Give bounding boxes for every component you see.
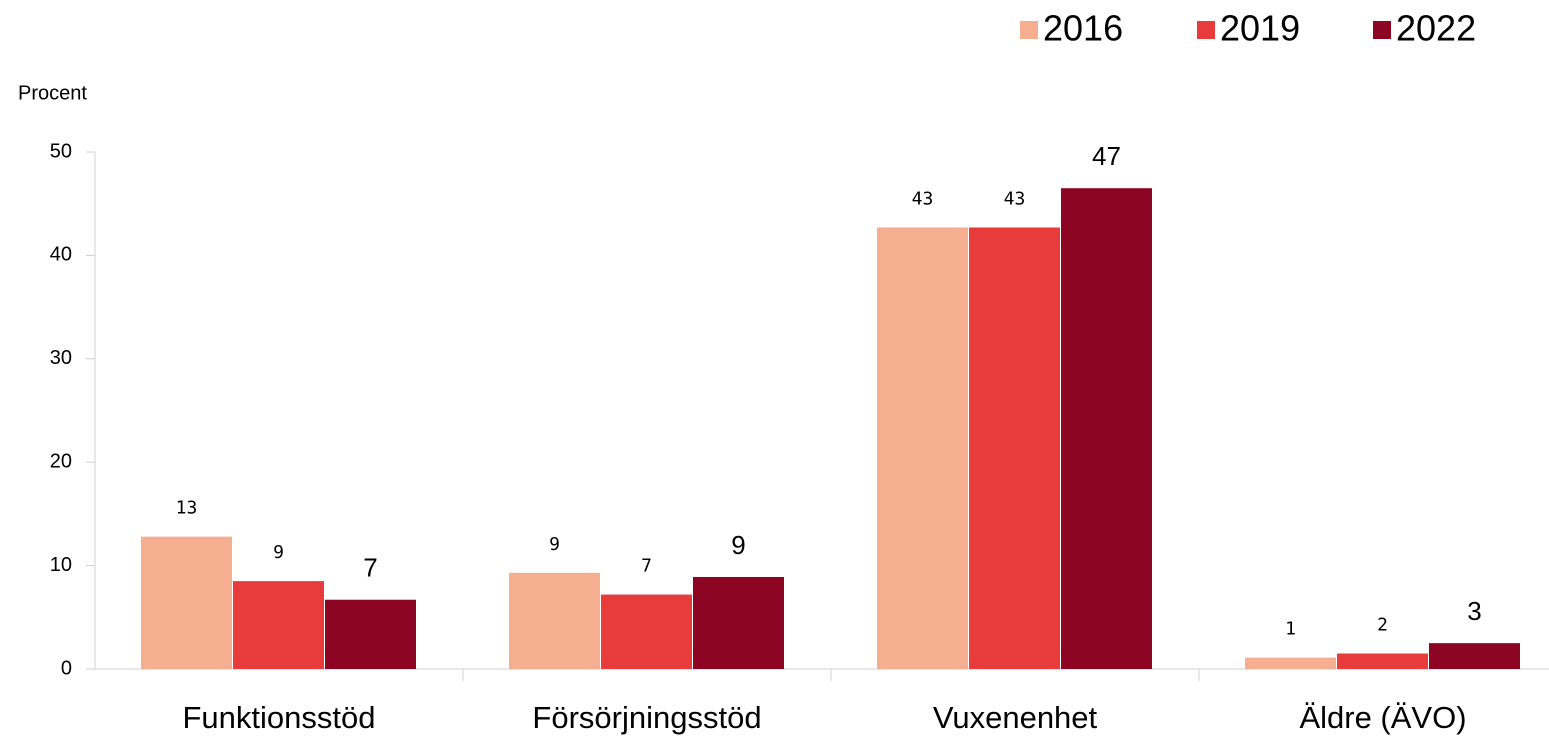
legend-swatch — [1197, 21, 1215, 39]
y-tick-label: 20 — [50, 450, 72, 472]
value-label: 7 — [641, 556, 652, 577]
value-label: 2 — [1377, 614, 1388, 635]
bar — [877, 227, 968, 669]
legend-label: 2016 — [1043, 8, 1123, 49]
bar — [1429, 643, 1520, 669]
value-label: 13 — [176, 498, 198, 519]
value-label: 1 — [1285, 619, 1296, 640]
y-tick-label: 50 — [50, 140, 72, 162]
y-tick-label: 10 — [50, 554, 72, 576]
value-label: 9 — [273, 542, 284, 563]
bar — [1337, 653, 1428, 669]
y-tick-label: 0 — [61, 657, 72, 679]
bar — [141, 536, 232, 669]
value-label: 47 — [1092, 141, 1121, 171]
value-label: 7 — [363, 553, 377, 583]
x-tick-label: Vuxenenhet — [933, 700, 1098, 735]
legend-label: 2019 — [1220, 8, 1300, 49]
x-tick-label: Försörjningsstöd — [532, 700, 761, 735]
value-label: 43 — [1004, 188, 1026, 209]
value-label: 43 — [912, 188, 934, 209]
y-tick-label: 30 — [50, 347, 72, 369]
x-tick-label: Äldre (ÄVO) — [1299, 700, 1466, 735]
value-label: 9 — [549, 534, 560, 555]
legend-label: 2022 — [1396, 8, 1476, 49]
legend-swatch — [1020, 21, 1038, 39]
value-label: 3 — [1467, 596, 1481, 626]
bar — [325, 599, 416, 669]
bar — [693, 576, 784, 669]
bar — [969, 227, 1060, 669]
bar — [1245, 657, 1336, 669]
bar — [509, 572, 600, 669]
y-axis-label: Procent — [18, 82, 87, 104]
bar — [1061, 188, 1152, 669]
bar — [233, 581, 324, 669]
y-tick-label: 40 — [50, 244, 72, 266]
value-label: 9 — [731, 530, 745, 560]
bar — [601, 594, 692, 669]
legend-swatch — [1373, 21, 1391, 39]
x-tick-label: Funktionsstöd — [183, 700, 376, 735]
